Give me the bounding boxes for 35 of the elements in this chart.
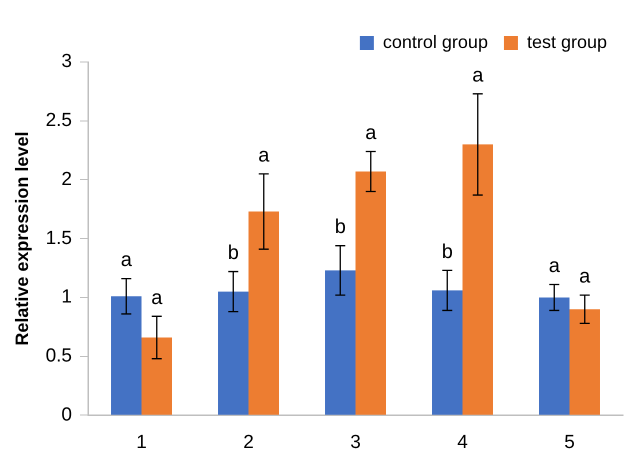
y-tick-label: 1: [61, 286, 72, 308]
y-tick-label: 0.5: [46, 346, 72, 367]
bar: [432, 290, 463, 415]
annotation: b: [442, 240, 453, 263]
y-tick-label: 0: [61, 404, 72, 426]
x-tick-label: 1: [136, 432, 147, 453]
bar: [218, 292, 249, 415]
x-tick-label: 2: [243, 432, 254, 453]
bar: [111, 296, 142, 415]
x-tick-label: 5: [564, 432, 575, 453]
y-tick-label: 2: [61, 168, 72, 190]
annotation: a: [365, 122, 378, 144]
annotation: a: [548, 255, 561, 278]
y-axis-title: Relative expression level: [12, 132, 32, 346]
annotation: a: [120, 249, 133, 272]
bar: [462, 144, 493, 415]
bar: [539, 297, 570, 415]
y-tick-label: 3: [61, 51, 72, 72]
annotation: a: [472, 64, 484, 86]
annotation: a: [151, 286, 164, 309]
legend-label: test group: [526, 32, 608, 52]
y-tick-label: 1.5: [46, 228, 72, 249]
bar: [356, 171, 386, 415]
x-tick-label: 3: [350, 432, 361, 453]
bar: [142, 337, 172, 415]
annotation: a: [579, 266, 592, 288]
legend-label: control group: [382, 32, 488, 52]
bar: [248, 212, 280, 415]
annotation: a: [258, 144, 270, 166]
bar: [570, 309, 600, 415]
annotation: b: [228, 242, 239, 264]
bar: [325, 270, 356, 415]
annotation: b: [334, 216, 346, 238]
y-tick-label: 2.5: [46, 110, 72, 132]
x-tick-label: 4: [457, 432, 468, 453]
